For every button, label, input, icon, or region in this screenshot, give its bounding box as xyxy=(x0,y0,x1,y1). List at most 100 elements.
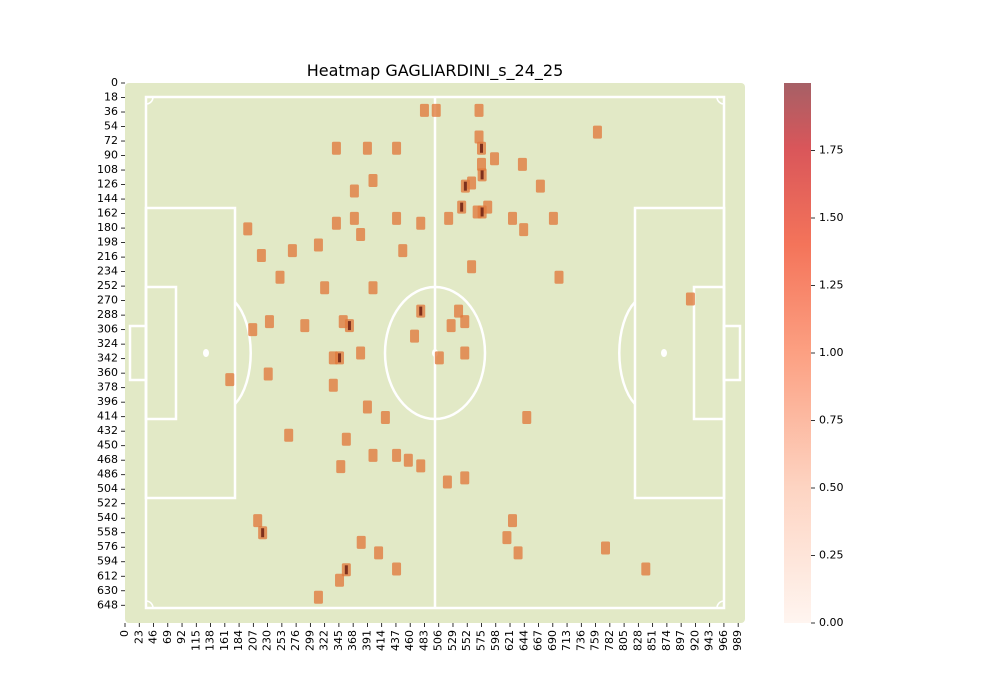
x-tick-label: 874 xyxy=(660,630,673,651)
heat-cell xyxy=(554,270,564,284)
heat-cell xyxy=(331,216,341,230)
x-tick-label: 46 xyxy=(147,630,160,644)
y-tick-label: 126 xyxy=(97,178,118,191)
heat-cell xyxy=(349,184,359,198)
heat-cell xyxy=(444,211,454,225)
heat-cell xyxy=(460,315,470,329)
y-tick-label: 36 xyxy=(104,105,118,118)
y-tick-label: 558 xyxy=(97,526,118,539)
y-tick-label: 234 xyxy=(97,265,118,278)
heat-cell xyxy=(446,319,456,333)
heat-cell xyxy=(264,315,274,329)
x-tick-label: 161 xyxy=(218,630,231,651)
y-tick-label: 360 xyxy=(97,366,118,379)
heat-cell xyxy=(477,157,486,171)
y-tick-label: 270 xyxy=(97,294,118,307)
heat-cell xyxy=(592,125,602,139)
y-tick-label: 540 xyxy=(97,511,118,524)
x-tick-label: 598 xyxy=(489,630,502,651)
x-tick-label: 805 xyxy=(617,630,630,651)
heat-peak xyxy=(480,207,484,217)
x-tick-label: 989 xyxy=(731,630,744,651)
heat-cell xyxy=(392,211,402,225)
x-tick-label: 713 xyxy=(560,630,573,651)
y-tick-label: 252 xyxy=(97,279,118,292)
x-tick-label: 690 xyxy=(546,630,559,651)
heat-cell xyxy=(548,211,558,225)
heat-cell xyxy=(336,460,346,474)
corner-arc xyxy=(716,600,725,609)
y-tick-label: 0 xyxy=(111,76,118,89)
heat-cell xyxy=(368,448,378,462)
heat-cell xyxy=(362,141,372,155)
right-penalty-arc xyxy=(618,301,636,405)
y-tick-label: 54 xyxy=(104,120,118,133)
heat-cell xyxy=(460,471,470,485)
heat-cell xyxy=(248,323,258,337)
heat-cell xyxy=(356,228,366,242)
corner-arc xyxy=(145,96,154,105)
heat-cell xyxy=(641,562,651,576)
heat-cell xyxy=(431,103,441,117)
y-tick-label: 18 xyxy=(104,91,118,104)
colorbar-tick-label: 0.25 xyxy=(819,549,844,562)
colorbar-tick-label: 1.25 xyxy=(819,279,844,292)
y-tick-label: 378 xyxy=(97,381,118,394)
heat-cell xyxy=(243,222,253,236)
x-tick-label: 253 xyxy=(275,630,288,651)
x-tick-label: 69 xyxy=(161,630,174,644)
x-tick-label: 667 xyxy=(532,630,545,651)
heat-peak xyxy=(347,321,351,331)
heat-cell xyxy=(398,244,408,258)
heat-cell xyxy=(601,541,610,555)
y-tick-label: 288 xyxy=(97,308,118,321)
y-tick-label: 342 xyxy=(97,352,118,365)
heat-cell xyxy=(287,244,297,258)
x-tick-label: 23 xyxy=(132,630,145,644)
heat-peak xyxy=(261,528,265,538)
corner-arc xyxy=(716,96,725,105)
heat-cell xyxy=(362,400,372,414)
heat-cells xyxy=(225,103,695,604)
y-tick-label: 594 xyxy=(97,555,118,568)
heat-peak xyxy=(419,306,423,316)
x-tick-label: 529 xyxy=(446,630,459,651)
left-penalty-spot xyxy=(203,349,209,357)
heat-cell xyxy=(434,351,444,365)
x-tick-label: 184 xyxy=(232,630,245,651)
heat-cell xyxy=(331,141,341,155)
right-penalty-spot xyxy=(661,349,667,357)
x-tick-label: 506 xyxy=(432,630,445,651)
heat-cell xyxy=(416,216,426,230)
colorbar-tick-label: 0.00 xyxy=(819,616,844,629)
x-tick-label: 828 xyxy=(631,630,644,651)
heat-cell xyxy=(442,475,452,489)
colorbar-tick-label: 1.00 xyxy=(819,346,844,359)
y-tick-label: 180 xyxy=(97,221,118,234)
y-tick-label: 108 xyxy=(97,163,118,176)
heat-peak xyxy=(344,565,348,575)
y-tick-label: 198 xyxy=(97,236,118,249)
y-tick-label: 486 xyxy=(97,468,118,481)
heat-cell xyxy=(253,514,263,528)
x-tick-label: 276 xyxy=(289,630,302,651)
y-tick-label: 306 xyxy=(97,323,118,336)
heat-cell xyxy=(502,531,512,545)
heat-cell xyxy=(313,590,323,604)
heat-cell xyxy=(392,562,402,576)
heat-cell xyxy=(368,174,378,188)
y-tick-label: 612 xyxy=(97,569,118,582)
colorbar: 0.00 0.25 0.50 0.75 1.00 1.25 1.50 1.75 xyxy=(784,83,844,629)
heat-cell xyxy=(403,453,413,467)
x-tick-label: 736 xyxy=(574,630,587,651)
x-tick-label: 437 xyxy=(389,630,402,651)
heat-cell xyxy=(410,329,420,343)
colorbar-tick-label: 0.50 xyxy=(819,481,844,494)
heat-cell xyxy=(685,292,695,306)
y-tick-label: 90 xyxy=(104,149,118,162)
x-tick-label: 966 xyxy=(717,630,730,651)
x-tick-label: 299 xyxy=(303,630,316,651)
heat-peak xyxy=(460,202,464,212)
heat-cell xyxy=(380,410,390,424)
